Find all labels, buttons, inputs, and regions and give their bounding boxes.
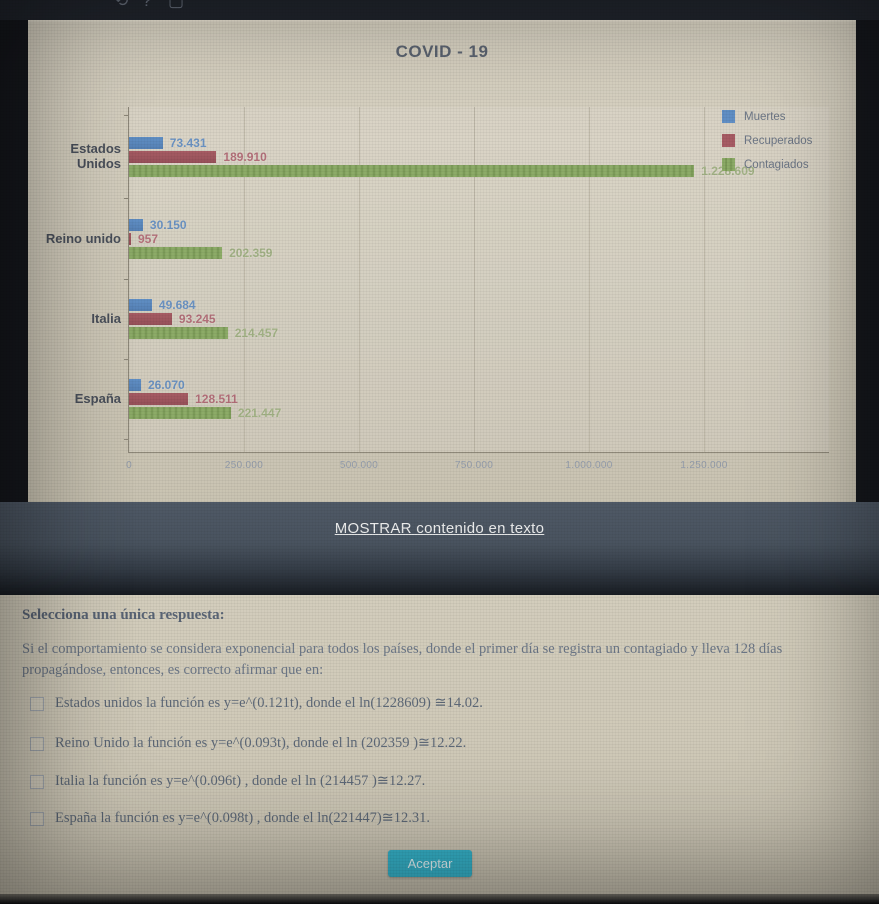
gridline [244,107,245,452]
answer-option[interactable]: Italia la función es y=e^(0.096t) , dond… [30,773,425,790]
answer-option[interactable]: Estados unidos la función es y=e^(0.121t… [30,695,483,712]
bar-muertes [129,379,141,391]
y-axis-tick [124,198,129,199]
bar-row: 221.447 [129,407,281,419]
bar-row: 957 [129,233,272,245]
y-axis-tick [124,279,129,280]
chart-panel: COVID - 19 0 250.000 500.000 750.000 1.000.0… [28,20,856,504]
show-content-band: MOSTRAR contenido en texto [0,502,879,595]
legend-swatch-recuperados [722,134,735,147]
bar-contagiados [129,165,695,177]
bar-contagiados [129,407,231,419]
bar-value-label: 49.684 [158,298,196,312]
x-axis-tick-label: 500.000 [339,460,379,471]
bar-group: Estados Unidos 73.431 189.910 1.228.609 [70,137,755,179]
bar-value-label: 202.359 [229,246,273,260]
legend-label: Recuperados [744,134,813,147]
option-checkbox[interactable] [30,774,44,789]
y-axis-tick [124,115,129,116]
category-label: Italia [91,310,121,326]
legend-item: Muertes [722,110,812,123]
bottom-edge [0,894,879,904]
category-label: España [74,390,121,406]
bar-value-label: 26.070 [148,378,185,392]
y-axis-tick [124,439,129,440]
bar-recuperados [129,233,131,245]
x-axis-tick-label: 1.250.000 [680,460,728,471]
bar-value-label: 128.511 [195,392,238,406]
x-axis-tick-label: 250.000 [224,460,264,471]
bar-value-label: 1.228.609 [701,164,755,178]
option-label: Italia la función es y=e^(0.096t) , dond… [55,773,426,789]
gridline [589,107,590,452]
x-axis-tick-label: 0 [126,460,132,471]
category-label: Reino unido [45,230,121,246]
question-panel: Selecciona una única respuesta: Si el co… [0,595,879,904]
bar-contagiados [129,247,223,259]
bar-group: Reino unido 30.150 957 202.359 [46,219,272,261]
bar-muertes [129,219,143,231]
bar-recuperados [129,151,217,163]
bar-row: 1.228.609 [129,165,755,177]
bar-value-label: 30.150 [149,218,187,232]
legend-label: Contagiados [744,158,809,171]
option-checkbox[interactable] [30,696,44,711]
bar-muertes [129,137,163,149]
bar-row: 26.070 [129,379,281,391]
option-checkbox[interactable] [30,736,44,751]
legend-item: Recuperados [722,134,812,147]
bar-row: 73.431 [129,137,755,149]
legend-swatch-muertes [722,110,735,123]
bar-group: Italia 49.684 93.245 214.457 [91,299,278,341]
help-icon[interactable]: ? [142,0,152,10]
option-label: Reino Unido la función es y=e^(0.093t), … [55,735,467,751]
refresh-icon[interactable]: ⟲ [114,0,129,10]
bar-row: 189.910 [129,151,755,163]
bar-value-label: 189.910 [223,150,267,164]
gridline [359,107,360,452]
option-checkbox[interactable] [30,811,44,826]
bar-row: 30.150 [129,219,272,231]
legend-label: Muertes [744,110,786,123]
x-axis-tick-label: 1.000.000 [565,460,613,471]
bar-recuperados [129,393,189,405]
bar-value-label: 93.245 [178,312,216,326]
question-body: Si el comportamiento se considera expone… [22,641,783,679]
top-toolbar: ⟲ ? ▢ [0,0,879,20]
y-axis-tick [124,359,129,360]
bar-value-label: 73.431 [169,136,207,150]
window-icon[interactable]: ▢ [168,0,185,10]
bar-recuperados [129,313,172,325]
legend-swatch-contagiados [722,158,735,171]
bar-row: 49.684 [129,299,278,311]
bar-value-label: 221.447 [237,406,282,420]
answer-option[interactable]: España la función es y=e^(0.098t) , dond… [30,810,430,827]
x-axis-tick-label: 750.000 [454,460,494,471]
option-label: Estados unidos la función es y=e^(0.121t… [55,695,483,711]
gridline [704,107,705,452]
bar-row: 128.511 [129,393,281,405]
legend-item: Contagiados [722,158,812,171]
category-label: Estados Unidos [70,141,121,171]
bar-row: 214.457 [129,327,278,339]
plot-area: 0 250.000 500.000 750.000 1.000.000 1.250.000… [46,107,829,471]
bar-row: 93.245 [129,313,278,325]
option-label: España la función es y=e^(0.098t) , dond… [55,810,431,826]
accept-button[interactable]: Aceptar [388,850,472,877]
show-content-link[interactable]: MOSTRAR contenido en texto [334,520,545,537]
answer-option[interactable]: Reino Unido la función es y=e^(0.093t), … [30,735,466,752]
bar-contagiados [129,327,228,339]
bar-row: 202.359 [129,247,272,259]
bar-group: España 26.070 128.511 221.447 [75,379,281,421]
chart-title: COVID - 19 [395,42,489,61]
gridline [474,107,475,452]
bar-muertes [129,299,152,311]
chart-legend: Muertes Recuperados Contagiados [722,110,812,182]
bar-value-label: 214.457 [234,326,279,340]
bar-value-label: 957 [138,232,159,246]
question-heading: Selecciona una única respuesta: [22,607,225,623]
